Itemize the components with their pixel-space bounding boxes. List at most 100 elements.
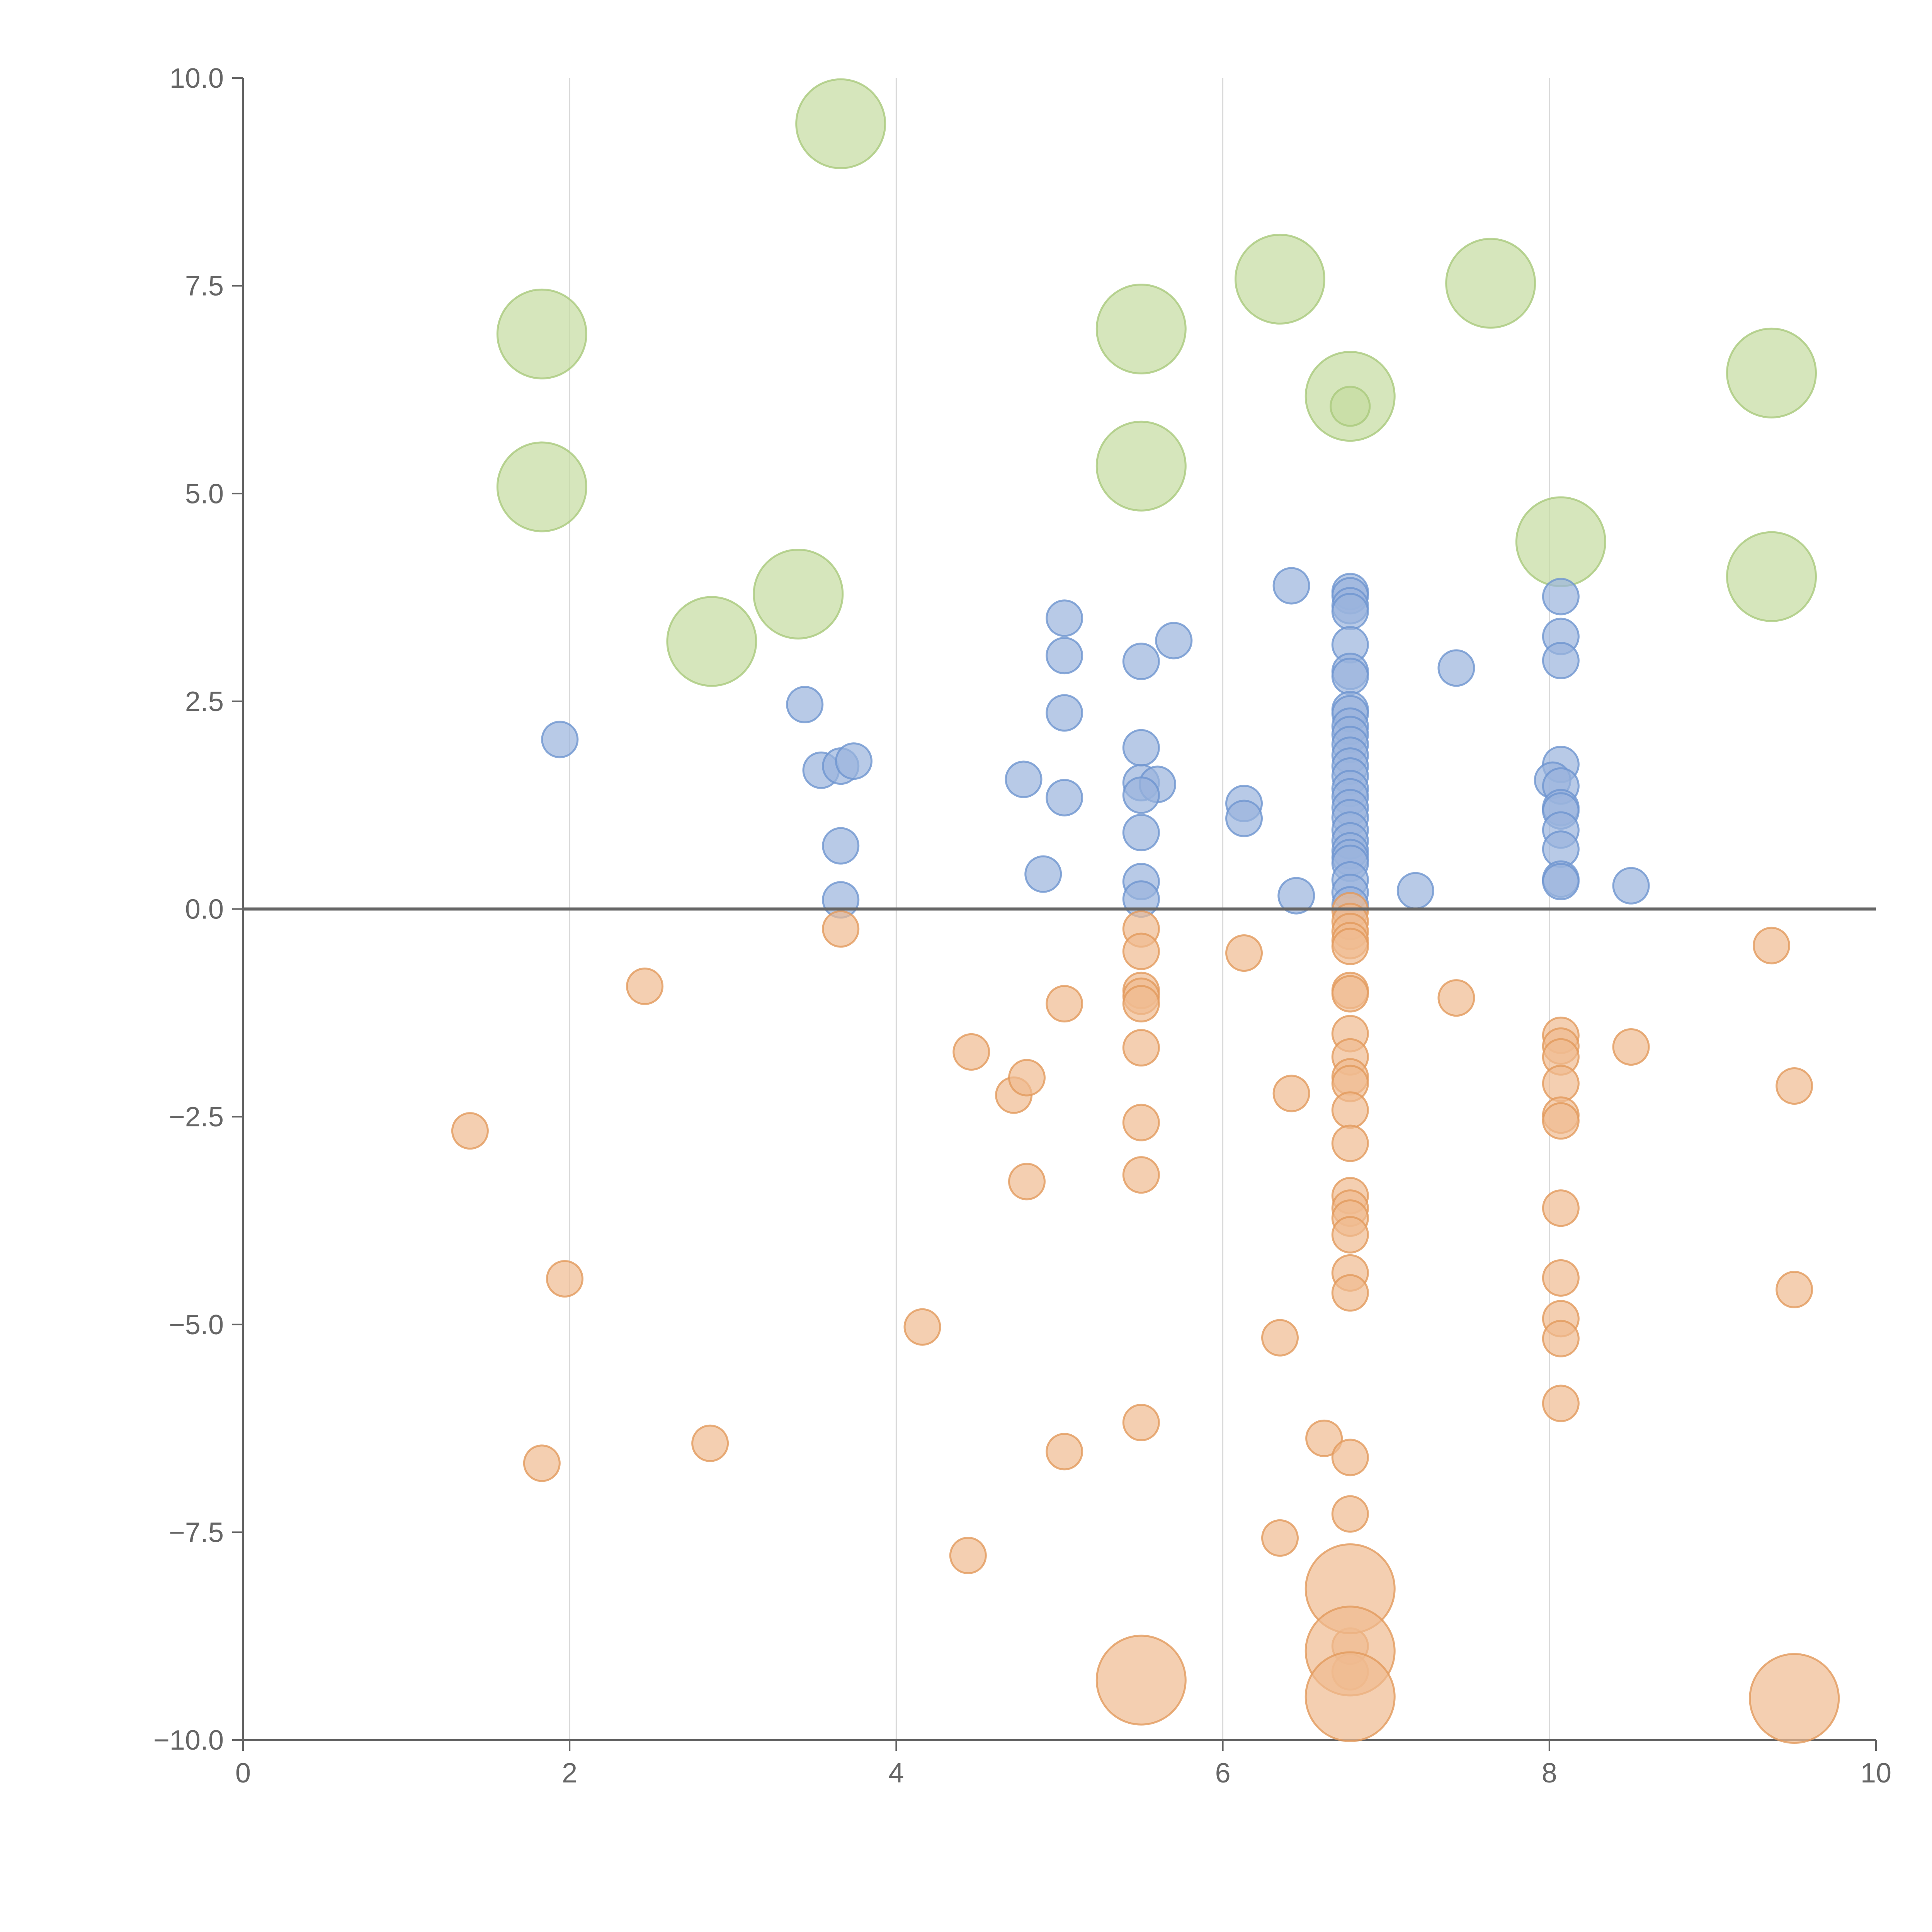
orange-point: [1612, 1028, 1650, 1066]
orange-point: [1331, 927, 1369, 965]
x-tick-label: 8: [1542, 1758, 1557, 1789]
orange-point: [1331, 975, 1369, 1013]
orange-point: [1331, 1495, 1369, 1533]
orange-point: [1331, 1124, 1369, 1162]
orange-point: [1122, 1156, 1160, 1194]
blue-point: [1542, 863, 1580, 901]
orange-point: [1008, 1163, 1046, 1201]
orange-point: [451, 1112, 489, 1150]
blue-point: [1612, 867, 1650, 905]
green-point: [1330, 386, 1371, 427]
orange-point: [1542, 1384, 1580, 1422]
blue-point: [1122, 814, 1160, 852]
orange-point: [1331, 1216, 1369, 1253]
green-point: [496, 441, 587, 532]
orange-point: [546, 1260, 584, 1298]
orange-point: [1542, 1259, 1580, 1297]
orange-point: [1261, 1319, 1299, 1357]
blue-point: [541, 721, 579, 759]
green-point: [1095, 420, 1187, 512]
orange-point: [1122, 1404, 1160, 1442]
orange-point: [1331, 1274, 1369, 1312]
green-point: [1445, 238, 1536, 329]
orange-point: [1225, 934, 1263, 972]
blue-point: [1277, 877, 1315, 915]
blue-point: [1046, 599, 1083, 637]
orange-point: [1122, 1029, 1160, 1067]
orange-point: [1122, 1104, 1160, 1141]
y-tick-label: 7.5: [185, 271, 224, 302]
orange-point: [1542, 1102, 1580, 1140]
blue-point: [1024, 855, 1062, 893]
labels-layer: 10.0 7.5 5.0 2.5 0.0 −2.5 −5.0 −7.5 −10.0 0 2 4 6 8 10: [153, 63, 1891, 1789]
orange-point: [822, 910, 860, 948]
orange-point: [1122, 985, 1160, 1023]
orange-point: [1261, 1519, 1299, 1557]
green-point: [1726, 327, 1817, 418]
blue-point: [1005, 760, 1043, 798]
orange-point: [952, 1033, 990, 1071]
blue-point: [1122, 776, 1160, 814]
blue-point: [1122, 643, 1160, 680]
blue-point: [1396, 872, 1434, 910]
blue-point: [1331, 657, 1369, 695]
orange-point: [1272, 1075, 1310, 1112]
blue-point: [835, 742, 873, 780]
orange-point: [1046, 1433, 1083, 1471]
y-tick-label: 2.5: [185, 686, 224, 717]
blue-point: [1272, 567, 1310, 605]
y-tick-label: 10.0: [170, 63, 224, 94]
green-point: [1726, 531, 1817, 622]
green-point: [666, 596, 757, 687]
y-tick-label: −10.0: [153, 1725, 224, 1756]
orange-point: [1749, 1653, 1840, 1744]
orange-point: [1095, 1634, 1187, 1726]
y-tick-label: −2.5: [169, 1102, 224, 1133]
y-tick-label: −5.0: [169, 1310, 224, 1340]
orange-point: [1542, 1320, 1580, 1357]
y-tick-label: −7.5: [169, 1517, 224, 1548]
x-tick-label: 4: [888, 1758, 904, 1789]
orange-point: [1046, 985, 1083, 1023]
orange-point: [1331, 1439, 1369, 1476]
orange-point: [523, 1444, 561, 1482]
blue-point: [1046, 779, 1083, 816]
y-tick-label: 5.0: [185, 478, 224, 509]
blue-point: [1542, 578, 1580, 616]
green-point: [795, 78, 886, 169]
green-point: [1235, 233, 1326, 325]
x-tick-label: 0: [235, 1758, 251, 1789]
blue-point: [1542, 642, 1580, 680]
orange-point: [949, 1537, 987, 1575]
orange-point: [1542, 1065, 1580, 1102]
orange-point: [1776, 1270, 1813, 1308]
orange-point: [903, 1308, 941, 1346]
orange-point: [1305, 1419, 1343, 1457]
x-tick-label: 10: [1861, 1758, 1891, 1789]
orange-point: [1122, 932, 1160, 970]
orange-point: [691, 1424, 729, 1462]
orange-point: [1753, 927, 1791, 964]
orange-point: [1542, 1189, 1580, 1227]
blue-point: [822, 827, 860, 865]
orange-point: [1331, 1091, 1369, 1129]
green-point: [1515, 496, 1606, 587]
axes-layer: [232, 77, 1877, 1751]
points-layer: [451, 78, 1840, 1744]
x-tick-label: 2: [562, 1758, 577, 1789]
blue-point: [1331, 593, 1369, 631]
blue-point: [1046, 694, 1083, 732]
orange-point: [1008, 1059, 1046, 1097]
orange-point: [1437, 979, 1475, 1017]
blue-point: [1122, 729, 1160, 767]
blue-point: [1155, 622, 1193, 660]
green-point: [496, 288, 587, 379]
green-point: [753, 548, 844, 639]
blue-point: [1437, 649, 1475, 687]
blue-point: [1046, 637, 1083, 675]
green-point: [1095, 283, 1187, 374]
blue-point: [786, 685, 824, 723]
x-tick-label: 6: [1215, 1758, 1231, 1789]
